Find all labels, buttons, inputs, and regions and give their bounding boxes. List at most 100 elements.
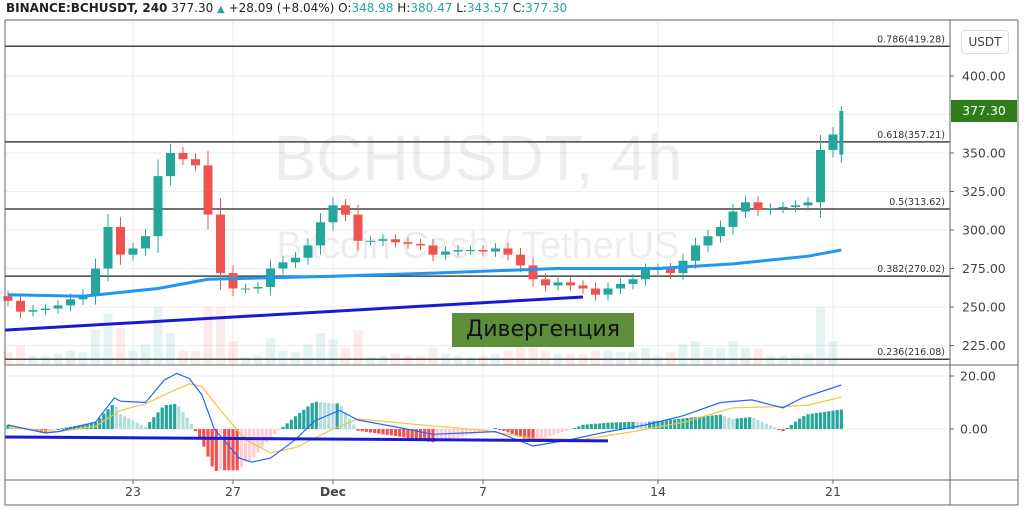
volume-bar xyxy=(166,333,175,365)
volume-bar xyxy=(403,355,413,365)
grid xyxy=(5,20,950,480)
histogram-bar xyxy=(493,427,498,429)
volume-bar xyxy=(16,345,25,365)
histogram-bar xyxy=(656,420,660,429)
histogram-bar xyxy=(473,429,477,434)
candle xyxy=(16,300,25,312)
volume-bar xyxy=(528,342,538,365)
histogram-bar xyxy=(185,417,189,429)
candle xyxy=(453,250,463,252)
histogram-bar xyxy=(777,429,781,430)
histogram-bar xyxy=(56,429,60,430)
divergence-annotation[interactable]: Дивергенция xyxy=(452,313,634,347)
fib-label: 0.236(216.08) xyxy=(877,347,945,358)
volume-bar xyxy=(128,350,138,365)
histogram-bar xyxy=(343,412,348,429)
histogram-bar xyxy=(818,412,823,429)
price-axis[interactable]: 400.00 350.00 325.00 300.00 275.00 250.00 225.… xyxy=(950,69,1006,354)
histogram-bar xyxy=(152,417,156,429)
volume-bar xyxy=(278,350,288,365)
candle xyxy=(41,308,50,311)
histogram-bar xyxy=(660,420,664,429)
moving-average-line xyxy=(7,248,842,298)
histogram-bar xyxy=(148,422,152,429)
histogram-bar xyxy=(535,429,539,440)
histogram-bar xyxy=(281,426,285,429)
fib-label: 0.5(313.62) xyxy=(889,197,945,208)
histogram-bar xyxy=(802,416,806,429)
histogram-bar xyxy=(302,409,306,429)
histogram-bar xyxy=(218,429,223,471)
histogram-bar xyxy=(252,429,256,458)
symbol-name: BINANCE:BCHUSDT, 240 xyxy=(6,1,168,15)
candle xyxy=(228,273,238,289)
fib-label: 0.786(419.28) xyxy=(877,34,945,45)
watermark-subtitle: Bitcoin Cash / TetherUS xyxy=(277,225,680,267)
price-tick-label: 400.00 xyxy=(962,69,1006,84)
up-triangle-icon: ▲ xyxy=(217,4,225,15)
candle xyxy=(616,283,625,289)
histogram-bar xyxy=(823,411,827,429)
candle xyxy=(478,250,488,252)
histogram-bar xyxy=(798,418,802,429)
histogram-bar xyxy=(306,406,310,429)
histogram-bar xyxy=(502,429,506,431)
volume-bar xyxy=(103,313,113,365)
histogram-bar xyxy=(198,429,202,439)
histogram-bar xyxy=(768,425,773,429)
volume-bar xyxy=(91,329,100,365)
histogram-bar xyxy=(735,418,739,429)
histogram-bar xyxy=(635,421,639,429)
histogram-bar xyxy=(135,422,139,429)
histogram-bar xyxy=(710,415,714,429)
histogram-bar xyxy=(560,429,564,433)
histogram-bar xyxy=(273,429,277,434)
histogram-bar xyxy=(506,429,510,433)
histogram-bar xyxy=(810,413,814,429)
histogram-bar xyxy=(264,429,268,443)
price-trendline[interactable] xyxy=(4,295,584,332)
histogram-bar xyxy=(631,421,635,429)
chart-frame xyxy=(4,19,1019,506)
low-label: L: xyxy=(456,1,467,15)
histogram-bar xyxy=(698,416,702,429)
histogram-bar xyxy=(731,418,735,429)
histogram-bar xyxy=(477,429,481,433)
candle xyxy=(528,265,538,280)
candle xyxy=(716,226,725,237)
candle xyxy=(66,299,75,306)
candle xyxy=(691,245,700,261)
histogram-bar xyxy=(606,422,610,429)
histogram-bar xyxy=(406,429,410,439)
macd-axis[interactable]: 20.00 0.00 xyxy=(950,369,996,437)
histogram-bar xyxy=(839,409,843,429)
histogram-bar xyxy=(439,429,443,441)
candle xyxy=(53,305,63,309)
price-tick-label: 275.00 xyxy=(962,261,1006,276)
candle xyxy=(153,176,163,237)
volume-bar xyxy=(716,347,725,365)
macd-trendline[interactable] xyxy=(4,435,609,443)
candle xyxy=(778,206,788,209)
histogram-bar xyxy=(110,404,114,429)
candle xyxy=(253,286,263,289)
candle xyxy=(553,282,563,286)
candle xyxy=(141,236,150,249)
candle xyxy=(128,248,138,255)
candle xyxy=(516,254,525,266)
histogram-bar xyxy=(593,423,598,429)
candle xyxy=(603,288,613,295)
candle xyxy=(216,214,225,274)
fib-levels[interactable]: 0.786(419.28) 0.618(357.21) 0.5(313.62) 0.3… xyxy=(5,34,950,360)
currency-button[interactable]: USDT xyxy=(961,30,1009,54)
histogram-bar xyxy=(814,413,818,429)
histogram-bar xyxy=(131,420,135,429)
histogram-bar xyxy=(235,429,239,471)
volume-bar xyxy=(778,355,788,365)
volume-bar xyxy=(828,341,838,365)
candle xyxy=(353,214,363,241)
candle xyxy=(366,240,375,242)
time-axis[interactable]: 23 27 Dec 7 14 21 xyxy=(125,480,841,499)
histogram-bar xyxy=(81,424,85,429)
